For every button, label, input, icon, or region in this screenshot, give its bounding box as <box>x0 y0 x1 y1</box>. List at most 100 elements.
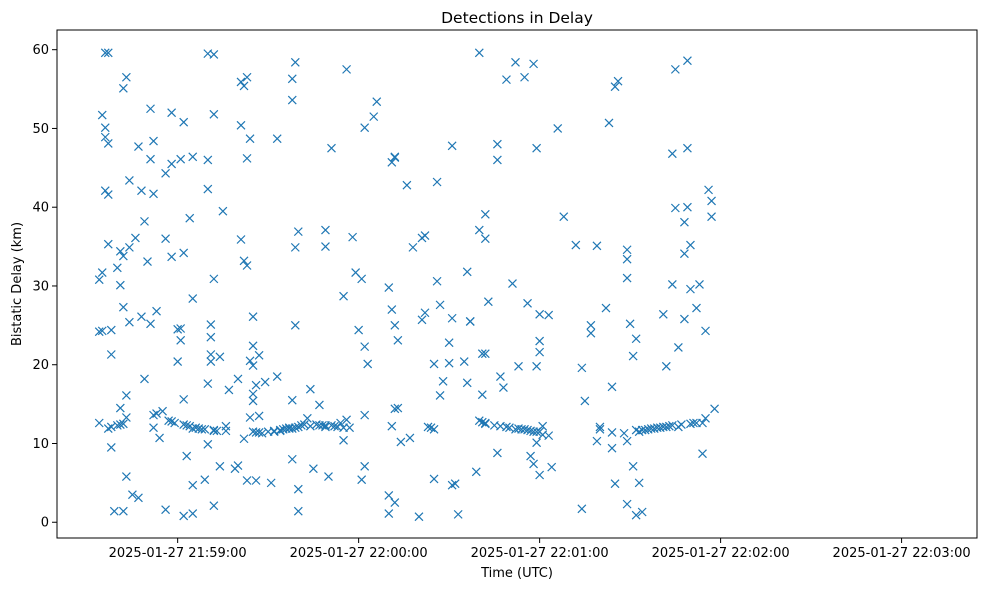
data-point-marker <box>577 363 587 373</box>
data-point-marker <box>586 328 596 338</box>
data-point-marker <box>176 154 186 164</box>
data-point-marker <box>342 415 351 425</box>
data-point-marker <box>236 120 246 130</box>
data-point-marker <box>236 77 246 87</box>
data-point-marker <box>206 332 216 342</box>
data-point-marker <box>619 428 629 438</box>
data-point-marker <box>97 110 107 120</box>
data-point-marker <box>363 359 373 369</box>
data-point-marker <box>544 310 554 320</box>
data-point-marker <box>137 312 146 322</box>
data-point-marker <box>444 338 454 348</box>
data-point-marker <box>670 203 680 213</box>
data-point-marker <box>604 118 614 128</box>
data-point-marker <box>152 409 161 418</box>
data-point-marker <box>667 149 677 159</box>
data-point-marker <box>290 320 300 330</box>
data-point-marker <box>266 478 276 488</box>
data-point-marker <box>601 303 611 313</box>
data-point-marker <box>360 123 370 133</box>
data-point-marker <box>203 379 213 389</box>
data-point-marker <box>387 421 397 431</box>
data-point-marker <box>357 475 367 485</box>
data-point-marker <box>480 349 490 359</box>
data-point-marker <box>106 443 116 452</box>
data-point-marker <box>94 418 104 428</box>
data-point-marker <box>308 464 318 474</box>
data-point-marker <box>242 476 252 485</box>
data-point-marker <box>387 305 397 315</box>
data-point-marker <box>248 389 258 399</box>
data-point-marker <box>438 376 448 386</box>
data-point-marker <box>203 184 213 194</box>
x-tick-label: 2025-01-27 22:00:00 <box>290 546 428 561</box>
data-point-marker <box>683 56 692 66</box>
data-point-marker <box>272 372 282 381</box>
data-point-marker <box>695 279 704 289</box>
data-point-marker <box>492 139 502 149</box>
data-point-marker <box>502 422 511 432</box>
data-point-marker <box>535 470 545 480</box>
data-point-marker <box>637 507 647 517</box>
data-point-marker <box>146 319 155 329</box>
data-point-marker <box>447 313 457 323</box>
x-tick-label: 2025-01-27 22:01:00 <box>471 546 609 561</box>
data-point-marker <box>212 426 222 436</box>
data-point-marker <box>182 420 192 430</box>
data-point-marker <box>423 422 433 432</box>
data-point-marker <box>239 81 249 91</box>
data-point-marker <box>462 378 472 388</box>
data-point-marker <box>707 212 716 222</box>
data-point-marker <box>417 315 427 325</box>
data-point-marker <box>661 361 671 371</box>
data-point-marker <box>248 312 258 322</box>
data-point-marker <box>393 335 403 345</box>
data-point-marker <box>553 124 563 133</box>
x-axis-label: Time (UTC) <box>480 566 553 581</box>
data-point-marker <box>290 423 300 433</box>
data-point-marker <box>529 59 539 69</box>
data-point-marker <box>121 391 131 400</box>
data-point-marker <box>248 361 258 370</box>
data-point-marker <box>218 206 228 216</box>
data-point-marker <box>203 155 213 165</box>
data-point-marker <box>360 461 370 471</box>
data-point-marker <box>408 242 418 252</box>
data-point-marker <box>577 504 587 514</box>
data-point-marker <box>435 391 445 400</box>
data-point-marker <box>327 420 336 430</box>
y-tick-label: 50 <box>32 122 49 137</box>
data-point-marker <box>429 424 439 434</box>
data-point-marker <box>532 438 542 448</box>
data-point-marker <box>245 134 255 144</box>
data-point-marker <box>137 186 146 196</box>
data-point-marker <box>414 512 424 522</box>
data-point-marker <box>191 423 201 433</box>
data-point-marker <box>686 240 695 250</box>
data-point-marker <box>185 213 195 223</box>
data-point-marker <box>115 246 125 256</box>
data-point-marker <box>109 506 119 516</box>
data-point-marker <box>287 424 297 433</box>
axis-ticks: 0 10 20 30 40 50 60 2025-01-27 21:59:00 2025-01-… <box>32 43 970 561</box>
data-point-marker <box>140 374 149 384</box>
data-point-marker <box>683 143 692 153</box>
data-point-marker <box>321 242 330 252</box>
data-point-marker <box>667 420 677 430</box>
data-point-marker <box>236 235 246 244</box>
data-point-marker <box>372 97 382 107</box>
data-point-marker <box>625 319 635 329</box>
data-point-marker <box>197 424 207 434</box>
data-point-marker <box>622 245 632 255</box>
data-point-marker <box>106 422 116 432</box>
data-point-marker <box>432 276 442 286</box>
data-point-marker <box>405 433 415 443</box>
data-point-marker <box>152 306 161 316</box>
data-point-marker <box>670 64 680 74</box>
data-point-marker <box>679 249 689 259</box>
data-point-marker <box>287 95 297 105</box>
data-point-marker <box>164 416 174 426</box>
data-point-marker <box>429 474 439 484</box>
data-point-marker <box>100 48 110 58</box>
